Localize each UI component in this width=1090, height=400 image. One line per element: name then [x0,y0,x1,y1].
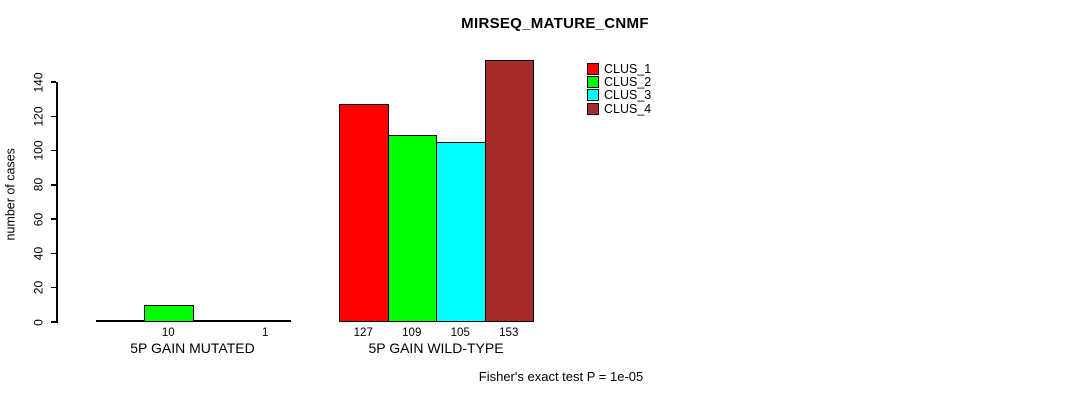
legend-swatch-icon [587,62,599,75]
y-axis-tick [51,252,56,255]
annotation-text: Fisher's exact test P = 1e-05 [478,369,644,384]
group-label: 5P GAIN WILD-TYPE [368,340,504,356]
y-axis-tick-label: 20 [31,281,46,295]
y-axis-tick [51,115,56,118]
y-axis-tick-label: 40 [31,246,46,261]
chart-title: MIRSEQ_MATURE_CNMF [461,15,649,32]
bar-clus_4-group2 [484,59,534,322]
bar-count-label: 10 [161,327,175,339]
legend-swatch-icon [587,89,599,102]
legend-swatch-icon [587,76,599,89]
y-axis-tick [51,184,56,186]
y-axis-tick-label: 60 [31,212,46,226]
bar-count-label: 109 [402,327,422,339]
y-axis-tick [51,149,56,152]
bar-count-label: 1 [262,327,269,339]
legend-row-clus_2: CLUS_2 [587,75,652,90]
y-axis-tick-label: 120 [31,106,46,127]
legend-label: CLUS_1 [604,61,652,76]
legend-label: CLUS_2 [604,75,652,90]
legend-label: CLUS_4 [604,101,652,116]
bar-clus_2-group2 [387,135,437,322]
legend-swatch-icon [587,102,599,115]
bar-count-label: 127 [353,327,373,339]
bar-clus_3-group1 [192,320,242,322]
y-axis-tick-label: 140 [31,71,46,93]
bar-clus_2-group1 [144,304,194,322]
y-axis-tick [51,218,56,220]
y-axis-tick-label: 0 [31,318,46,326]
legend-row-clus_4: CLUS_4 [587,101,652,116]
y-axis-line [56,82,58,323]
y-axis-tick [51,286,56,289]
y-axis-label: number of cases [3,148,18,241]
legend: CLUS_1 CLUS_2 CLUS_3 CLUS_4 [587,62,651,116]
legend-row-clus_1: CLUS_1 [587,61,652,76]
y-axis-tick-label: 80 [31,178,46,192]
bar-count-label: 105 [450,327,470,339]
bar-clus_4-group1 [241,320,291,322]
group-label: 5P GAIN MUTATED [130,340,255,356]
y-axis-tick-label: 100 [31,140,46,161]
legend-label: CLUS_3 [604,88,652,103]
y-axis-tick [51,81,56,83]
bar-clus_1-group2 [339,104,389,322]
bar-clus_1-group1 [95,320,145,322]
legend-row-clus_3: CLUS_3 [587,88,652,103]
bar-count-label: 153 [499,327,519,339]
bar-clus_3-group2 [436,142,486,322]
y-axis-tick [51,321,56,323]
